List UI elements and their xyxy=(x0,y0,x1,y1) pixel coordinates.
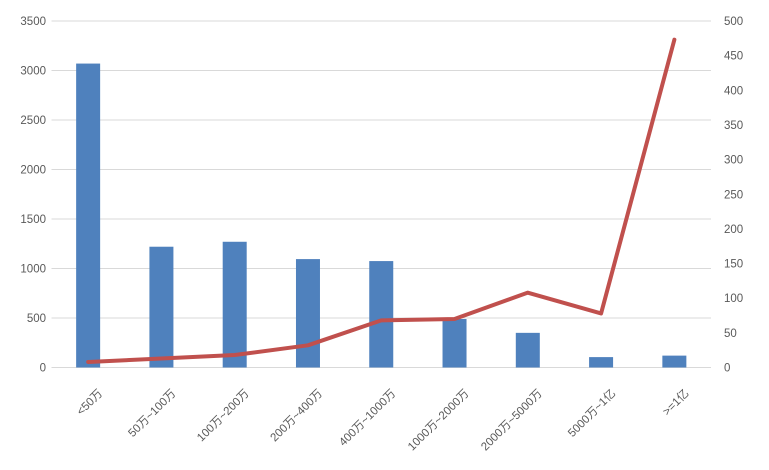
left-axis-tick-label: 2500 xyxy=(20,115,46,127)
bar-category-1 xyxy=(149,246,174,368)
category-label-5: 1000万~2000万 xyxy=(406,388,472,454)
bar-category-3 xyxy=(295,259,320,368)
category-label-2: 100万~200万 xyxy=(195,388,252,445)
bar-category-6 xyxy=(515,332,540,368)
bar-category-5 xyxy=(442,318,467,368)
right-axis-tick-label: 100 xyxy=(724,293,743,305)
category-label-1: 50万~100万 xyxy=(126,388,178,440)
category-label-6: 2000万~5000万 xyxy=(479,388,545,454)
right-axis-tick-label: 250 xyxy=(724,189,743,201)
left-axis-tick-label: 0 xyxy=(40,363,46,375)
right-axis-tick-label: 450 xyxy=(724,51,743,63)
bar-category-2 xyxy=(222,241,247,368)
category-label-4: 400万~1000万 xyxy=(337,388,398,449)
left-axis-tick-label: 500 xyxy=(27,313,46,325)
right-axis-tick-label: 150 xyxy=(724,259,743,271)
left-axis-tick-label: 3000 xyxy=(20,66,46,78)
right-axis-tick-label: 200 xyxy=(724,224,743,236)
category-label-7: 5000万~1亿 xyxy=(565,387,618,440)
bar-category-4 xyxy=(369,261,394,368)
right-axis-tick-label: 300 xyxy=(724,155,743,167)
left-axis-tick-label: 3500 xyxy=(20,16,46,28)
bar-category-7 xyxy=(589,357,614,368)
category-label-0: <50万 xyxy=(75,388,105,418)
left-axis-tick-label: 1000 xyxy=(20,264,46,276)
right-axis-tick-label: 350 xyxy=(724,120,743,132)
bar-category-8 xyxy=(662,355,687,368)
category-label-3: 200万~400万 xyxy=(268,388,325,445)
right-axis-tick-label: 400 xyxy=(724,85,743,97)
category-label-8: >=1亿 xyxy=(660,387,691,418)
line-series xyxy=(86,37,677,364)
bar-category-0 xyxy=(76,63,101,368)
left-axis-tick-label: 2000 xyxy=(20,165,46,177)
left-axis-tick-label: 1500 xyxy=(20,214,46,226)
right-axis-tick-label: 0 xyxy=(724,363,730,375)
right-axis-tick-label: 500 xyxy=(724,16,743,28)
right-axis-tick-label: 50 xyxy=(724,328,737,340)
